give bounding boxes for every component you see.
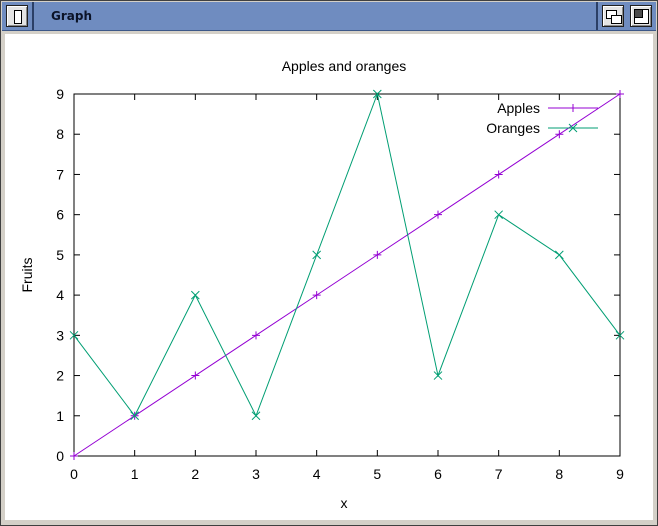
window-title: Graph: [51, 9, 92, 23]
legend-label-apples: Apples: [497, 100, 540, 116]
maximize-button[interactable]: [630, 5, 652, 27]
x-tick-label: 4: [313, 466, 321, 482]
data-point-oranges: [372, 89, 382, 99]
data-point-apples: [434, 210, 442, 219]
data-point-oranges: [130, 411, 140, 421]
y-tick-label: 8: [56, 126, 64, 142]
y-tick-label: 7: [56, 166, 64, 182]
x-axis-label: x: [341, 495, 348, 511]
y-tick-label: 5: [56, 247, 64, 263]
y-tick-label: 1: [56, 408, 64, 424]
data-point-oranges: [69, 330, 79, 340]
y-tick-label: 9: [56, 86, 64, 102]
data-point-oranges: [190, 290, 200, 300]
data-point-apples: [616, 90, 624, 98]
series-layer: [69, 89, 625, 460]
x-tick-label: 1: [131, 466, 139, 482]
axis-ticks: 0 1 2 3 4 5 6 7 8 9 0 1 2 3 4 5 6 7 8 9: [56, 86, 624, 482]
x-tick-label: 8: [555, 466, 563, 482]
x-tick-label: 7: [495, 466, 503, 482]
data-point-apples: [70, 452, 78, 460]
minimize-button[interactable]: [602, 5, 624, 27]
legend-label-oranges: Oranges: [486, 120, 540, 136]
legend-marker-oranges: [568, 123, 578, 133]
chart-title: Apples and oranges: [282, 58, 407, 74]
data-point-apples: [191, 371, 200, 380]
data-point-oranges: [494, 210, 504, 220]
window-menu-icon: [14, 10, 22, 24]
maximize-icon-part: [634, 9, 643, 18]
plot-frame: [73, 93, 621, 457]
title-bar[interactable]: Graph: [2, 2, 656, 31]
x-tick-label: 2: [191, 466, 199, 482]
x-tick-label: 0: [70, 466, 78, 482]
window-menu-button[interactable]: [6, 5, 28, 27]
legend: Apples Oranges: [486, 100, 598, 136]
series-line-oranges: [73, 92, 621, 418]
x-tick-label: 3: [252, 466, 260, 482]
series-line-apples: [73, 93, 621, 457]
x-tick-label: 9: [616, 466, 624, 482]
data-point-apples: [555, 130, 564, 139]
x-tick-label: 5: [373, 466, 381, 482]
title-separator-right: [596, 2, 598, 30]
data-point-oranges: [251, 411, 261, 421]
legend-marker-apples: [569, 104, 577, 112]
x-tick-label: 6: [434, 466, 442, 482]
data-point-oranges: [554, 250, 564, 260]
data-point-apples: [494, 170, 503, 179]
data-point-apples: [312, 291, 321, 300]
title-separator-left: [32, 2, 34, 30]
series-apples: [70, 90, 624, 460]
y-axis-label: Fruits: [19, 258, 35, 293]
y-tick-label: 4: [56, 287, 64, 303]
chart: Apples and oranges 0 1 2 3 4 5 6 7 8 90123456789 …: [19, 58, 625, 511]
y-tick-label: 2: [56, 368, 64, 384]
data-point-oranges: [312, 250, 322, 260]
data-point-oranges: [615, 330, 625, 340]
series-oranges: [69, 89, 625, 421]
y-tick-label: 3: [56, 327, 64, 343]
data-point-oranges: [433, 371, 443, 380]
data-point-apples: [252, 331, 260, 340]
minimize-icon-part: [611, 15, 622, 24]
y-tick-label: 0: [56, 448, 64, 464]
data-point-apples: [373, 250, 382, 259]
y-tick-label: 6: [56, 207, 64, 223]
